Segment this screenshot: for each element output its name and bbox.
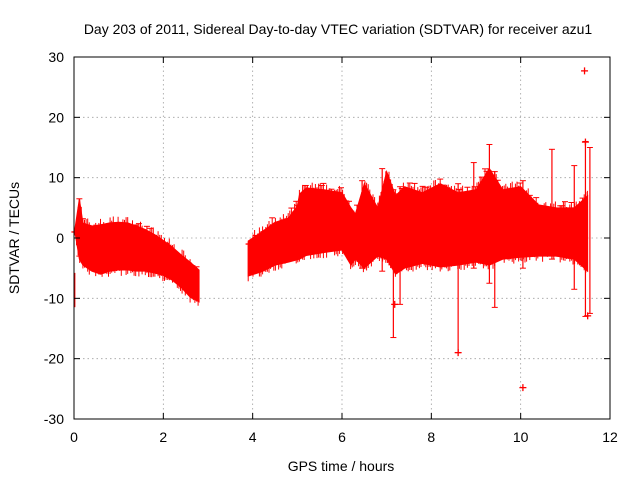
- y-tick-label: 30: [48, 49, 64, 65]
- x-tick-label: 6: [338, 429, 346, 445]
- y-tick-label: 20: [48, 109, 64, 125]
- plot-frame: [73, 56, 611, 420]
- axis-layer: 0 2 4 6 8 10 12 -30 -20 -10 0 10 20 30: [44, 49, 618, 445]
- x-tick-label: 12: [602, 429, 618, 445]
- x-tick-label: 0: [70, 429, 78, 445]
- chart-title: Day 203 of 2011, Sidereal Day-to-day VTE…: [84, 21, 593, 37]
- x-tick-label: 4: [249, 429, 257, 445]
- y-tick-label: -30: [44, 411, 64, 427]
- y-tick-label: 0: [56, 230, 64, 246]
- x-tick-label: 8: [427, 429, 435, 445]
- y-tick-label: 10: [48, 170, 64, 186]
- data-layer: [71, 67, 593, 392]
- x-axis-label: GPS time / hours: [288, 458, 395, 474]
- x-tick-label: 2: [159, 429, 167, 445]
- x-tick-label: 10: [513, 429, 529, 445]
- y-tick-label: -10: [44, 290, 64, 306]
- y-axis-label: SDTVAR / TECUs: [6, 182, 22, 294]
- y-tick-label: -20: [44, 351, 64, 367]
